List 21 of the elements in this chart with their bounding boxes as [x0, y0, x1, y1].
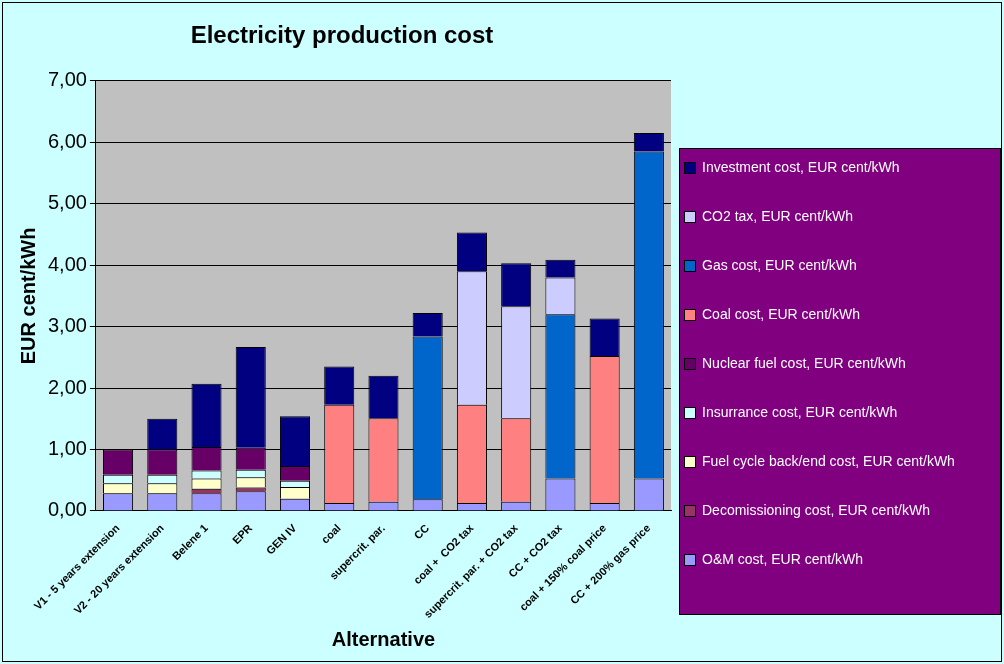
legend-label: CO2 tax, EUR cent/kWh [702, 208, 853, 225]
x-tick-label: CC [411, 521, 432, 542]
legend-label: Decomissioning cost, EUR cent/kWh [702, 502, 930, 519]
legend-label: Nuclear fuel cost, EUR cent/kWh [702, 355, 906, 372]
y-tick-label: 0,00 [47, 498, 87, 521]
y-tick-label: 6,00 [47, 129, 87, 152]
legend-label: Coal cost, EUR cent/kWh [702, 306, 860, 323]
y-tick-label: 3,00 [47, 314, 87, 337]
y-tick-label: 5,00 [47, 191, 87, 214]
x-axis-title: Alternative [331, 627, 436, 650]
legend-label: Gas cost, EUR cent/kWh [702, 257, 857, 274]
legend-label: Insurrance cost, EUR cent/kWh [702, 404, 898, 421]
chart-title: Electricity production cost [190, 21, 494, 49]
legend-label: Investment cost, EUR cent/kWh [702, 159, 900, 176]
y-tick-label: 1,00 [47, 437, 87, 460]
y-tick-label: 7,00 [47, 68, 87, 91]
legend-label: O&M cost, EUR cent/kWh [702, 551, 864, 568]
y-axis-title: EUR cent/kWh [16, 227, 39, 365]
y-tick-label: 2,00 [47, 375, 87, 398]
legend-label: Fuel cycle back/end cost, EUR cent/kWh [702, 453, 955, 470]
y-tick-label: 4,00 [47, 252, 87, 275]
